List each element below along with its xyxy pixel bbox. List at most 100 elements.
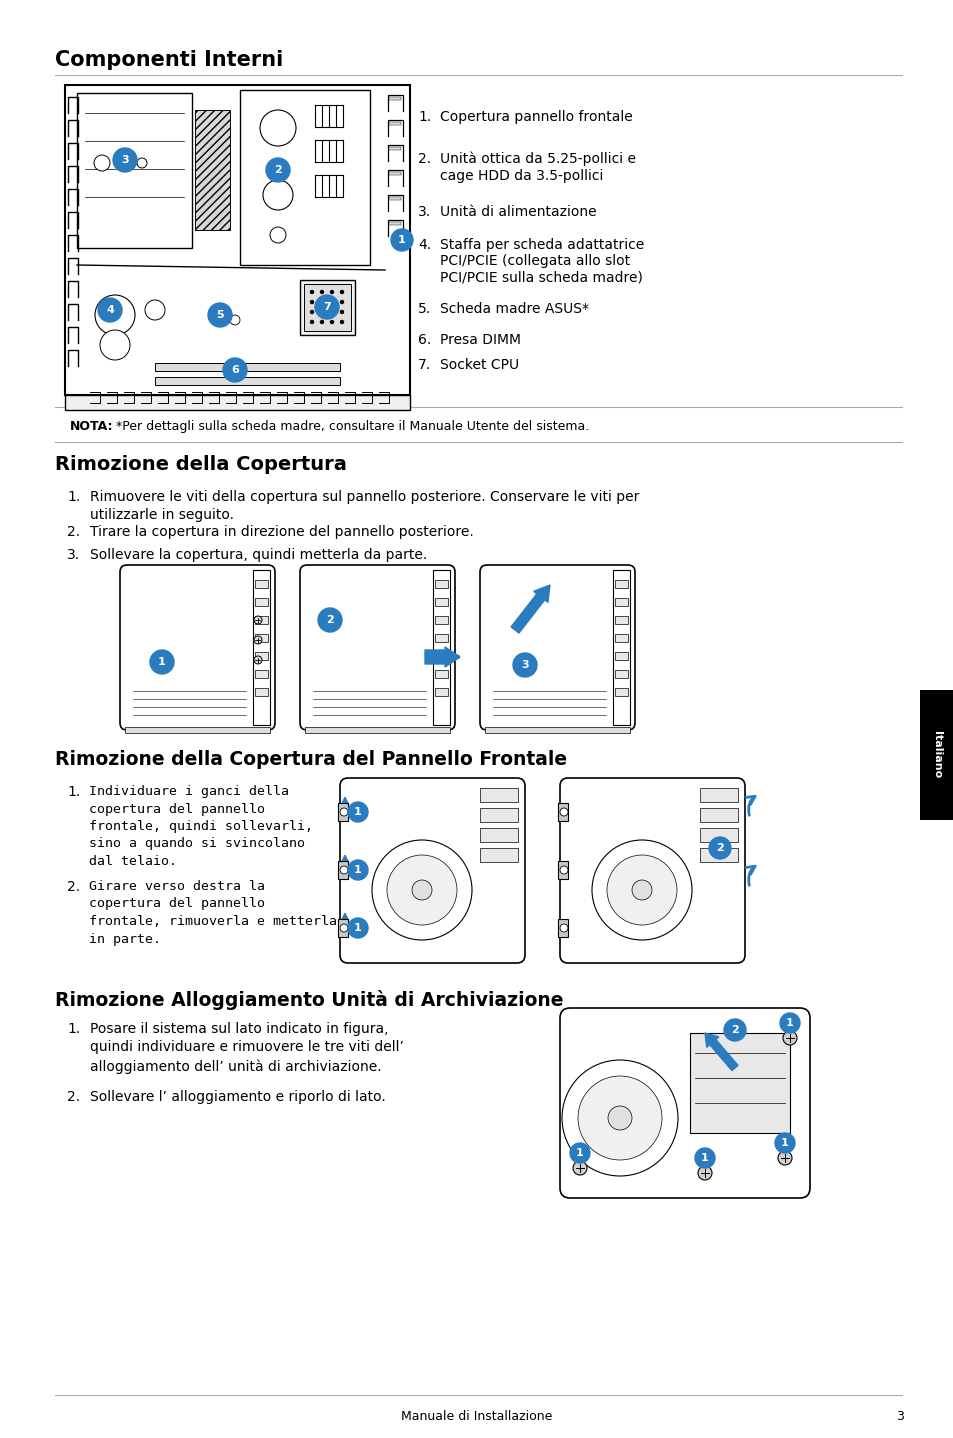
FancyArrow shape <box>511 585 550 633</box>
Circle shape <box>253 656 262 664</box>
Circle shape <box>348 802 368 823</box>
Text: 2: 2 <box>326 615 334 626</box>
Circle shape <box>723 1020 745 1041</box>
Text: Individuare i ganci della
copertura del pannello
frontale, quindi sollevarli,
si: Individuare i ganci della copertura del … <box>89 785 313 869</box>
Bar <box>254 634 268 641</box>
Circle shape <box>310 290 314 293</box>
Circle shape <box>137 158 147 168</box>
Text: 1: 1 <box>354 807 361 817</box>
Bar <box>389 122 400 125</box>
Text: 1.: 1. <box>417 109 431 124</box>
Bar <box>689 1032 789 1133</box>
Circle shape <box>310 311 314 313</box>
Text: 4.: 4. <box>417 239 431 252</box>
Text: 2.: 2. <box>67 880 80 894</box>
Bar <box>253 569 270 725</box>
Circle shape <box>150 650 173 674</box>
Bar <box>433 569 450 725</box>
Text: Rimozione della Copertura del Pannello Frontale: Rimozione della Copertura del Pannello F… <box>55 751 566 769</box>
Circle shape <box>569 1143 589 1163</box>
Bar <box>615 598 627 605</box>
Bar <box>435 634 448 641</box>
Text: Copertura pannello frontale: Copertura pannello frontale <box>439 109 632 124</box>
FancyBboxPatch shape <box>559 778 744 963</box>
Circle shape <box>145 301 165 321</box>
Bar <box>435 651 448 660</box>
Text: Componenti Interni: Componenti Interni <box>55 50 283 70</box>
Text: Rimozione della Copertura: Rimozione della Copertura <box>55 454 347 475</box>
Bar <box>435 670 448 677</box>
Circle shape <box>98 298 122 322</box>
Bar <box>389 221 400 224</box>
Bar <box>337 919 348 938</box>
Bar <box>479 808 517 823</box>
Circle shape <box>320 290 323 293</box>
Bar <box>299 280 355 335</box>
Circle shape <box>698 1166 711 1181</box>
Circle shape <box>412 880 432 900</box>
Text: 3: 3 <box>520 660 528 670</box>
Bar <box>700 828 738 843</box>
Text: 1: 1 <box>354 866 361 874</box>
FancyArrow shape <box>424 647 459 667</box>
Circle shape <box>230 315 240 325</box>
Text: *Per dettagli sulla scheda madre, consultare il Manuale Utente del sistema.: *Per dettagli sulla scheda madre, consul… <box>112 420 589 433</box>
Circle shape <box>708 837 730 858</box>
Circle shape <box>592 840 691 940</box>
Text: 1.: 1. <box>67 490 80 503</box>
Text: 2: 2 <box>730 1025 739 1035</box>
Text: 1: 1 <box>576 1148 583 1158</box>
Text: 6: 6 <box>231 365 238 375</box>
Text: 3.: 3. <box>417 206 431 219</box>
Text: Unità di alimentazione: Unità di alimentazione <box>439 206 596 219</box>
Bar <box>615 687 627 696</box>
Text: 2.: 2. <box>417 152 431 165</box>
Bar <box>337 861 348 879</box>
Text: 2.: 2. <box>67 1090 80 1104</box>
Bar <box>77 93 192 247</box>
Circle shape <box>695 1148 714 1168</box>
Text: 3.: 3. <box>67 548 80 562</box>
Circle shape <box>310 321 314 324</box>
Bar <box>337 802 348 821</box>
Bar <box>389 96 400 101</box>
Bar <box>254 580 268 588</box>
Text: 1.: 1. <box>67 785 80 800</box>
Circle shape <box>513 653 537 677</box>
Text: 1: 1 <box>781 1137 788 1148</box>
Circle shape <box>774 1133 794 1153</box>
Bar <box>615 670 627 677</box>
Bar <box>254 651 268 660</box>
Text: 1.: 1. <box>67 1022 80 1035</box>
Circle shape <box>330 290 334 293</box>
Text: Rimuovere le viti della copertura sul pannello posteriore. Conservare le viti pe: Rimuovere le viti della copertura sul pa… <box>90 490 639 522</box>
Circle shape <box>559 925 567 932</box>
Circle shape <box>780 1012 800 1032</box>
Bar <box>435 615 448 624</box>
FancyBboxPatch shape <box>559 1008 809 1198</box>
Bar <box>389 173 400 175</box>
Bar <box>254 670 268 677</box>
Bar <box>700 848 738 861</box>
Circle shape <box>573 1160 586 1175</box>
Bar <box>194 109 230 230</box>
Circle shape <box>778 1150 791 1165</box>
Circle shape <box>94 155 110 171</box>
Circle shape <box>310 301 314 303</box>
Bar <box>479 848 517 861</box>
Circle shape <box>330 301 334 303</box>
FancyBboxPatch shape <box>120 565 274 731</box>
Circle shape <box>559 866 567 874</box>
Bar <box>613 569 629 725</box>
Text: 5: 5 <box>216 311 224 321</box>
Text: 1: 1 <box>700 1153 708 1163</box>
Text: 1: 1 <box>158 657 166 667</box>
Bar <box>154 377 339 385</box>
Circle shape <box>266 158 290 183</box>
Text: Scheda madre ASUS*: Scheda madre ASUS* <box>439 302 588 316</box>
Circle shape <box>606 856 677 925</box>
Circle shape <box>559 808 567 815</box>
Text: 1: 1 <box>785 1018 793 1028</box>
Text: NOTA:: NOTA: <box>70 420 113 433</box>
Text: 6.: 6. <box>417 334 431 347</box>
